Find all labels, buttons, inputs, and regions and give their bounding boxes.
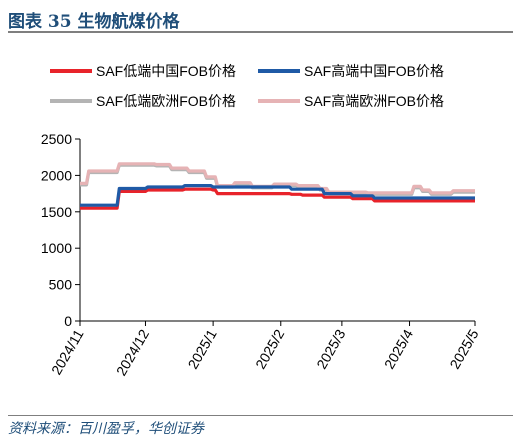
y-tick-label: 1500 xyxy=(41,204,72,220)
legend: SAF低端中国FOB价格 SAF高端中国FOB价格 SAF低端欧洲FOB价格 SAF高… xyxy=(50,63,444,109)
legend-label-3: SAF低端欧洲FOB价格 xyxy=(96,93,236,109)
y-tick-label: 2500 xyxy=(41,131,72,147)
axes: 0 500 1000 1500 2000 2500 2024/11 2024/12 2025/1… xyxy=(41,131,482,378)
legend-label-4: SAF高端欧洲FOB价格 xyxy=(304,93,444,109)
y-tick-label: 2000 xyxy=(41,167,72,183)
source-divider xyxy=(8,415,513,416)
x-tick-label: 2025/3 xyxy=(313,326,348,371)
x-tick-label: 2025/5 xyxy=(446,326,481,371)
y-tick-label: 0 xyxy=(64,313,72,329)
y-tick-label: 1000 xyxy=(41,240,72,256)
x-tick-label: 2025/1 xyxy=(184,326,219,371)
series-line-2 xyxy=(80,184,475,207)
title-divider xyxy=(8,31,513,33)
series-line-1 xyxy=(80,187,475,210)
x-tick-label: 2024/12 xyxy=(113,326,152,378)
legend-label-2: SAF高端中国FOB价格 xyxy=(304,63,444,79)
x-tick-label: 2025/4 xyxy=(381,326,416,371)
y-tick-label: 500 xyxy=(49,277,73,293)
source-note: 资料来源：百川盈孚，华创证券 xyxy=(8,421,204,437)
x-tick-label: 2024/11 xyxy=(48,326,87,377)
series-lines xyxy=(80,162,475,210)
chart-title: 图表 35 生物航煤价格 xyxy=(8,12,180,32)
legend-label-1: SAF低端中国FOB价格 xyxy=(96,63,236,79)
x-tick-label: 2025/2 xyxy=(252,326,287,371)
